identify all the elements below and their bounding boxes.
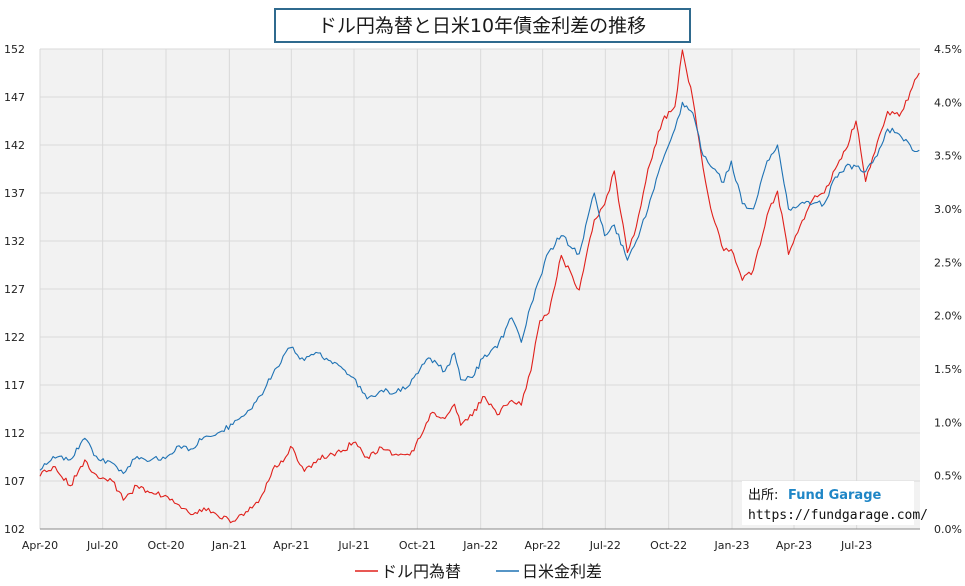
x-tick-label: Jul-22 <box>589 539 621 552</box>
series-line-usdjpy <box>39 49 920 524</box>
y-left-tick-label: 112 <box>4 427 25 440</box>
y-left-tick-labels: 152 147 142 137 132 127 122 117 112 107 102 <box>4 43 25 536</box>
legend-label-usdjpy: ドル円為替 <box>381 562 461 581</box>
y-left-tick-label: 102 <box>4 523 25 536</box>
y-left-tick-label: 127 <box>4 283 25 296</box>
x-tick-label: Oct-22 <box>650 539 687 552</box>
source-label: 出所: <box>748 488 778 503</box>
y-left-tick-label: 132 <box>4 235 25 248</box>
y-right-tick-label: 2.0% <box>934 310 962 323</box>
x-tick-label: Apr-23 <box>776 539 812 552</box>
source-credit: 出所: Fund Garage https://fundgarage.com/ <box>742 481 928 525</box>
y-right-tick-labels: 4.5% 4.0% 3.5% 3.0% 2.5% 2.0% 1.5% 1.0% 0.5% 0.0% <box>934 43 962 536</box>
source-name: Fund Garage <box>788 488 882 503</box>
y-right-tick-label: 0.5% <box>934 470 962 483</box>
x-tick-label: Apr-20 <box>22 539 58 552</box>
x-tick-label: Apr-22 <box>525 539 561 552</box>
legend: ドル円為替 日米金利差 <box>355 562 602 581</box>
y-right-tick-label: 1.0% <box>934 416 962 429</box>
y-left-tick-label: 107 <box>4 475 25 488</box>
series-layer <box>39 49 920 524</box>
y-right-tick-label: 4.0% <box>934 96 962 109</box>
y-right-tick-label: 4.5% <box>934 43 962 56</box>
y-left-tick-label: 122 <box>4 331 25 344</box>
chart-title: ドル円為替と日米10年債金利差の推移 <box>318 15 646 37</box>
y-left-tick-label: 147 <box>4 91 25 104</box>
y-left-tick-label: 152 <box>4 43 25 56</box>
x-tick-label: Jul-23 <box>840 539 872 552</box>
y-left-tick-label: 137 <box>4 187 25 200</box>
x-tick-label: Jan-21 <box>211 539 247 552</box>
y-right-tick-label: 1.5% <box>934 363 962 376</box>
legend-label-spread: 日米金利差 <box>522 562 602 581</box>
chart-title-box: ドル円為替と日米10年債金利差の推移 <box>274 8 691 43</box>
x-tick-label: Oct-20 <box>148 539 185 552</box>
x-tick-label: Jul-20 <box>86 539 118 552</box>
y-right-tick-label: 3.0% <box>934 203 962 216</box>
series-line-spread <box>39 101 920 475</box>
y-left-tick-label: 117 <box>4 379 25 392</box>
y-right-tick-label: 2.5% <box>934 256 962 269</box>
x-tick-label: Jan-22 <box>462 539 498 552</box>
y-right-tick-label: 0.0% <box>934 523 962 536</box>
x-tick-label: Apr-21 <box>273 539 309 552</box>
y-right-tick-label: 3.5% <box>934 150 962 163</box>
x-tick-label: Jul-21 <box>337 539 369 552</box>
source-url: https://fundgarage.com/ <box>748 508 928 523</box>
grid-vertical <box>39 49 858 529</box>
x-tick-label: Oct-21 <box>399 539 436 552</box>
x-tick-labels: Apr-20 Jul-20 Oct-20 Jan-21 Apr-21 Jul-21 Oct-… <box>22 539 872 552</box>
y-left-tick-label: 142 <box>4 139 25 152</box>
x-tick-label: Jan-23 <box>714 539 750 552</box>
